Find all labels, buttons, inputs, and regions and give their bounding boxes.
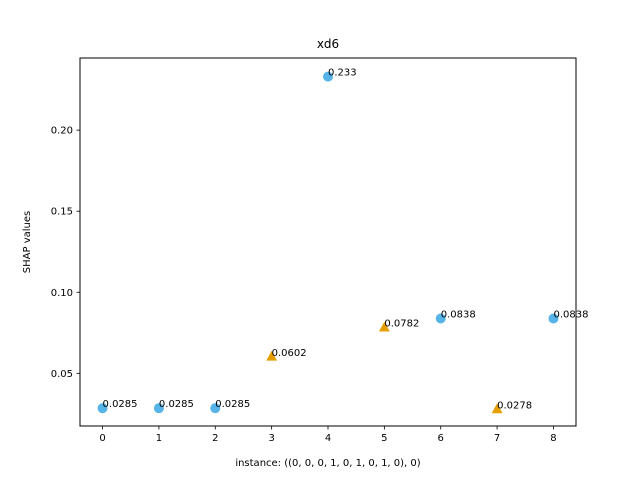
data-label: 0.0838 — [441, 310, 476, 321]
data-point-circle — [435, 313, 446, 324]
x-axis-label: instance: ((0, 0, 0, 1, 0, 1, 0, 1, 0), … — [235, 458, 420, 469]
x-tick-label: 5 — [381, 433, 387, 444]
y-tick-label: 0.05 — [51, 369, 73, 380]
y-axis-ticks: 0.05 0.10 0.15 0.20 — [51, 126, 80, 380]
data-point-circle — [153, 403, 164, 414]
data-point-triangle — [491, 403, 503, 414]
x-tick-label: 1 — [156, 433, 162, 444]
x-tick-label: 0 — [99, 433, 105, 444]
data-point-circle — [97, 403, 108, 414]
y-axis-label: SHAP values — [22, 211, 33, 273]
x-tick-label: 8 — [550, 433, 556, 444]
data-label: 0.0285 — [215, 399, 250, 410]
x-tick-label: 2 — [212, 433, 218, 444]
data-label: 0.0838 — [553, 310, 588, 321]
data-label: 0.0285 — [103, 399, 138, 410]
data-label: 0.233 — [328, 68, 357, 79]
data-point-circle — [323, 71, 333, 82]
data-labels: 0.0285 0.0285 0.0285 0.0602 0.233 0.0782 0.083… — [103, 68, 589, 412]
y-tick-label: 0.20 — [51, 126, 73, 137]
data-label: 0.0782 — [384, 319, 419, 330]
data-points — [97, 71, 559, 414]
chart-title: xd6 — [317, 37, 339, 51]
data-point-triangle — [266, 350, 278, 361]
data-label: 0.0602 — [272, 348, 307, 359]
data-label: 0.0278 — [497, 400, 532, 411]
y-tick-label: 0.15 — [51, 207, 73, 218]
data-point-triangle — [378, 321, 390, 332]
x-tick-label: 6 — [438, 433, 444, 444]
data-point-circle — [210, 403, 221, 414]
y-tick-label: 0.10 — [51, 288, 73, 299]
x-tick-label: 7 — [494, 433, 500, 444]
plot-frame — [79, 57, 577, 427]
x-tick-label: 3 — [268, 433, 274, 444]
x-tick-label: 4 — [325, 433, 331, 444]
data-label: 0.0285 — [159, 399, 194, 410]
data-point-circle — [548, 313, 559, 324]
x-axis-ticks: 0 1 2 3 4 5 6 7 8 — [99, 426, 557, 444]
